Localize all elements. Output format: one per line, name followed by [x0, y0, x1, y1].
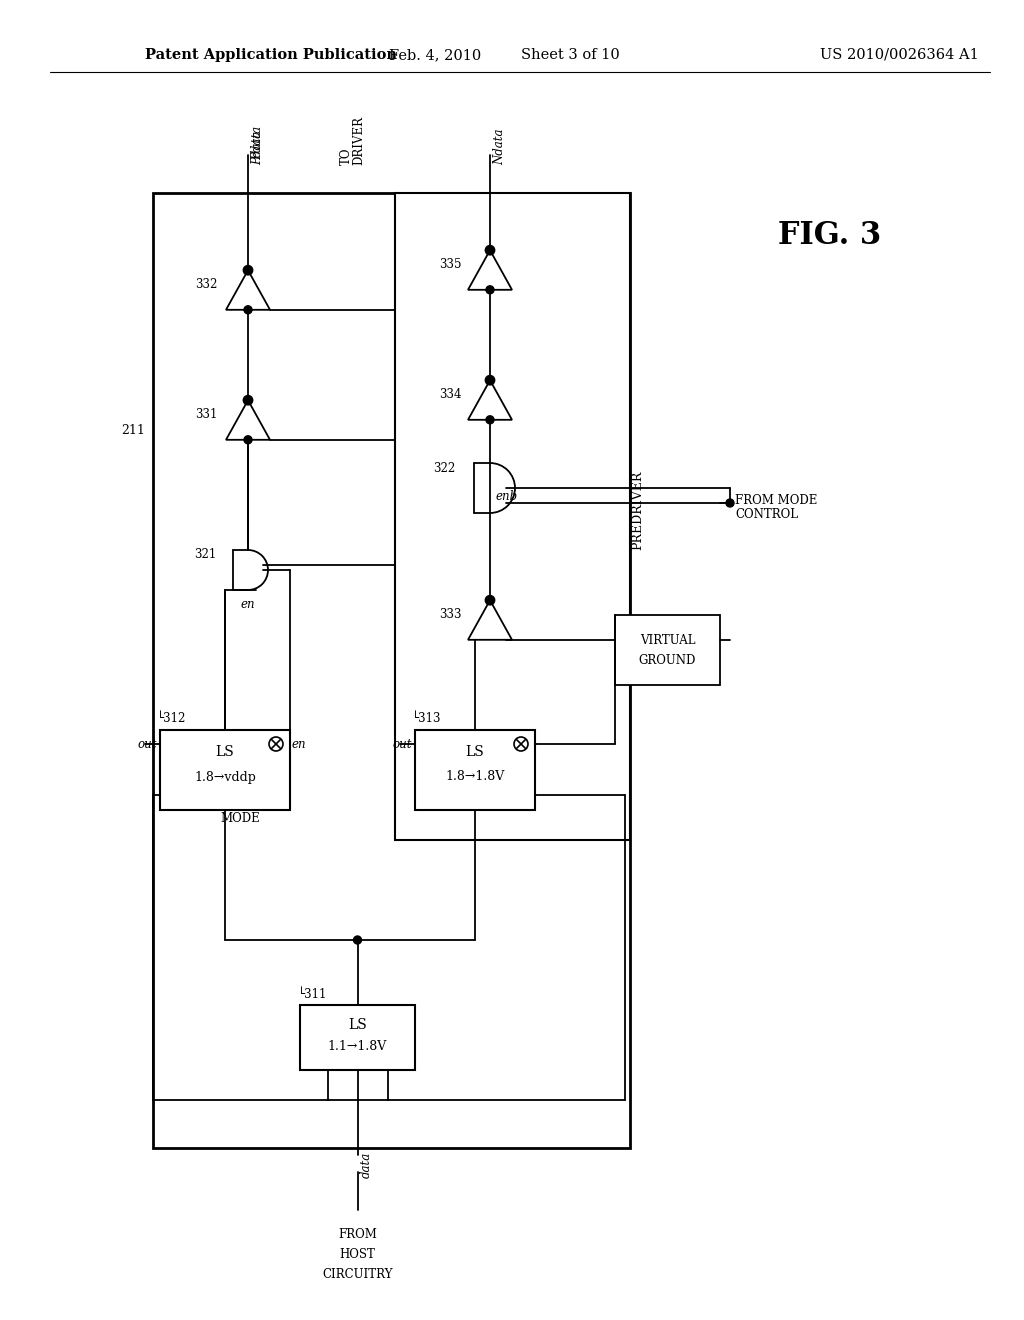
Bar [615, 615, 720, 685]
Text: Pdata: Pdata [251, 125, 264, 160]
Text: 331: 331 [196, 408, 218, 421]
Bar [153, 193, 630, 1148]
Text: Sheet 3 of 10: Sheet 3 of 10 [520, 48, 620, 62]
Bar [300, 1005, 415, 1071]
Circle shape [485, 246, 495, 255]
Text: DRIVER: DRIVER [352, 116, 365, 165]
Text: 321: 321 [194, 549, 216, 561]
Text: PREDRIVER: PREDRIVER [632, 470, 644, 549]
Text: data: data [359, 1152, 373, 1179]
Text: LS: LS [216, 744, 234, 759]
Text: 1.8→1.8V: 1.8→1.8V [445, 771, 505, 784]
Text: GROUND: GROUND [639, 653, 696, 667]
Text: 1.1→1.8V: 1.1→1.8V [328, 1040, 387, 1053]
Circle shape [487, 248, 493, 252]
Text: 335: 335 [439, 259, 462, 272]
Text: FROM: FROM [338, 1229, 377, 1242]
Text: Patent Application Publication: Patent Application Publication [145, 48, 397, 62]
Circle shape [487, 378, 493, 383]
Text: 211: 211 [121, 424, 145, 437]
Text: US 2010/0026364 A1: US 2010/0026364 A1 [820, 48, 979, 62]
Text: CIRCUITRY: CIRCUITRY [323, 1269, 393, 1282]
Text: TO: TO [340, 148, 353, 165]
Circle shape [726, 499, 734, 507]
Circle shape [244, 267, 252, 275]
Text: out: out [137, 738, 157, 751]
Text: Ndata: Ndata [493, 128, 506, 165]
Circle shape [486, 286, 494, 294]
Circle shape [485, 595, 495, 605]
Text: 333: 333 [439, 609, 462, 622]
Text: out: out [392, 738, 412, 751]
Text: HOST: HOST [340, 1249, 376, 1262]
Circle shape [486, 597, 494, 605]
Circle shape [244, 396, 252, 404]
Text: Feb. 4, 2010: Feb. 4, 2010 [389, 48, 481, 62]
Text: en: en [292, 738, 306, 751]
Text: └313: └313 [412, 711, 441, 725]
Text: 322: 322 [433, 462, 455, 474]
Circle shape [486, 247, 494, 255]
Text: 334: 334 [439, 388, 462, 401]
Circle shape [353, 936, 361, 944]
Text: CONTROL: CONTROL [735, 508, 798, 521]
Circle shape [246, 268, 251, 273]
Circle shape [486, 376, 494, 384]
Text: VIRTUAL: VIRTUAL [640, 634, 695, 647]
Circle shape [485, 376, 495, 384]
Text: 1.8→vddp: 1.8→vddp [195, 771, 256, 784]
Circle shape [246, 397, 251, 403]
Circle shape [244, 265, 253, 275]
Circle shape [487, 598, 493, 603]
Text: LS: LS [348, 1018, 367, 1032]
Bar [415, 730, 535, 810]
Text: └312: └312 [157, 711, 186, 725]
Text: LS: LS [466, 744, 484, 759]
Text: └311: └311 [298, 989, 328, 1002]
Circle shape [244, 436, 252, 444]
Bar [160, 730, 290, 810]
Bar [395, 193, 630, 840]
Circle shape [244, 306, 252, 314]
Circle shape [486, 416, 494, 424]
Circle shape [244, 396, 253, 405]
Text: enb: enb [495, 490, 517, 503]
Text: FROM MODE: FROM MODE [735, 494, 817, 507]
Text: 332: 332 [196, 279, 218, 292]
Text: en: en [241, 598, 255, 611]
Text: MODE: MODE [220, 812, 260, 825]
Text: FIG. 3: FIG. 3 [778, 219, 882, 251]
Text: Pdata: Pdata [251, 131, 264, 165]
